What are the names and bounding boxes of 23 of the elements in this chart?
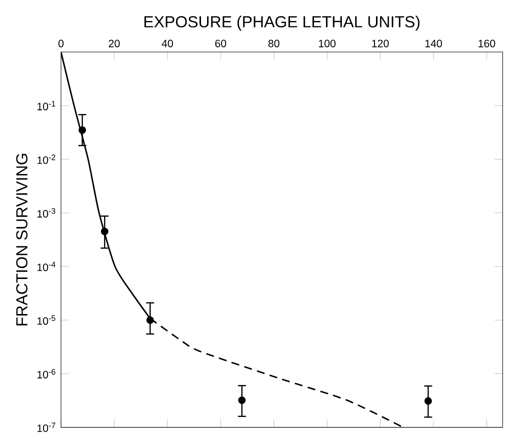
y-tick-label: 10$^{-6}$ [37, 368, 56, 378]
point [146, 316, 154, 324]
y-tick-label: 10$^{-4}$ [37, 262, 56, 272]
x-tick-label: 40 [162, 40, 173, 48]
point [100, 228, 108, 236]
y-tick-label: 10$^{-7}$ [37, 422, 56, 432]
y-axis-title: FRACTION SURVIVING [16, 154, 28, 326]
x-tick-label: 140 [425, 40, 442, 48]
y-tick-label: 10$^{-2}$ [37, 154, 56, 164]
x-axis-title: EXPOSURE (PHAGE LETHAL UNITS) [144, 16, 420, 31]
y-tick-label: 10$^{-3}$ [37, 208, 56, 218]
x-tick-label: 60 [215, 40, 226, 48]
y-tick-label: 10$^{-1}$ [37, 100, 56, 110]
x-tick-label: 20 [108, 40, 120, 48]
x-tick-label: 0 [58, 40, 64, 48]
point [238, 396, 246, 404]
y-tick-label: 10$^{-5}$ [37, 315, 56, 325]
x-tick-label: 120 [372, 40, 389, 48]
x-tick-label: 160 [478, 40, 496, 48]
x-tick-label: 100 [318, 40, 336, 48]
point [78, 126, 86, 134]
x-tick-label: 80 [268, 40, 280, 48]
point [424, 397, 432, 405]
